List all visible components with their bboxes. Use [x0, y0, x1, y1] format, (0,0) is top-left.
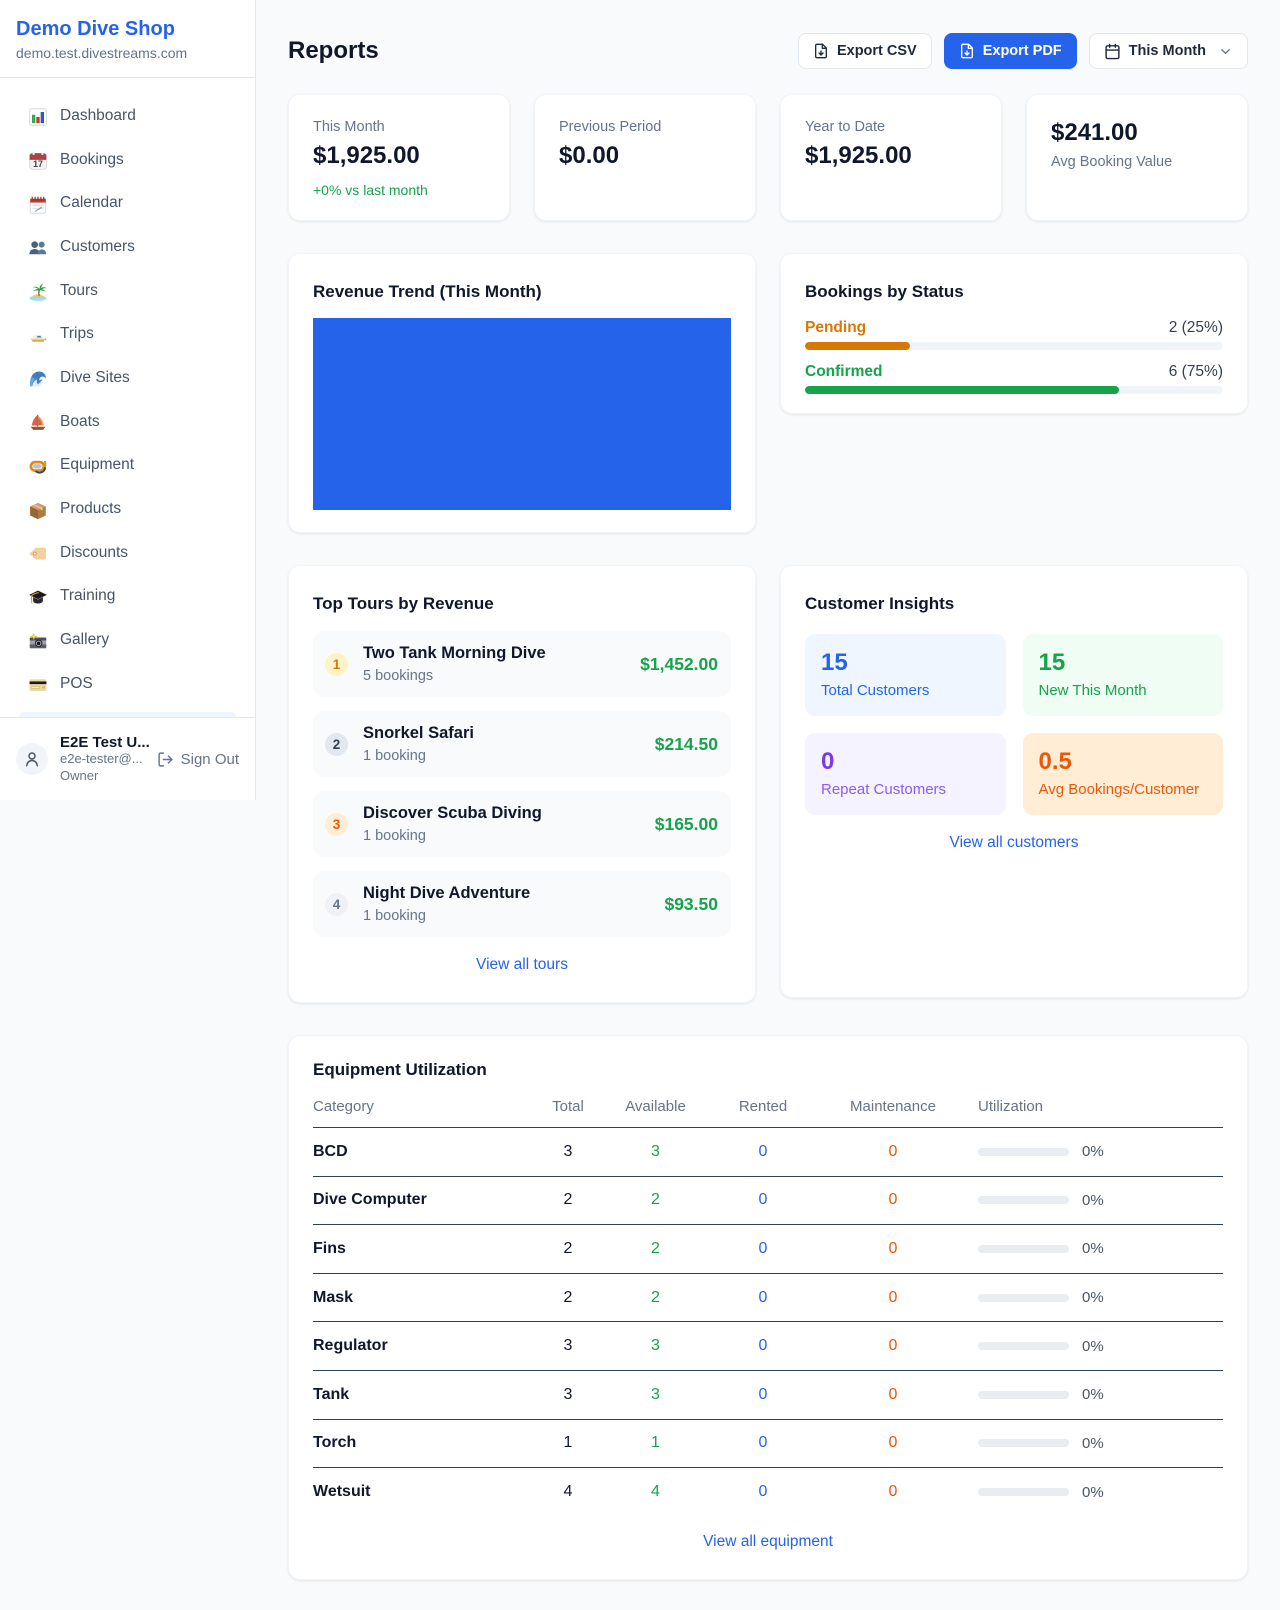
svg-text:17: 17 [33, 159, 43, 169]
